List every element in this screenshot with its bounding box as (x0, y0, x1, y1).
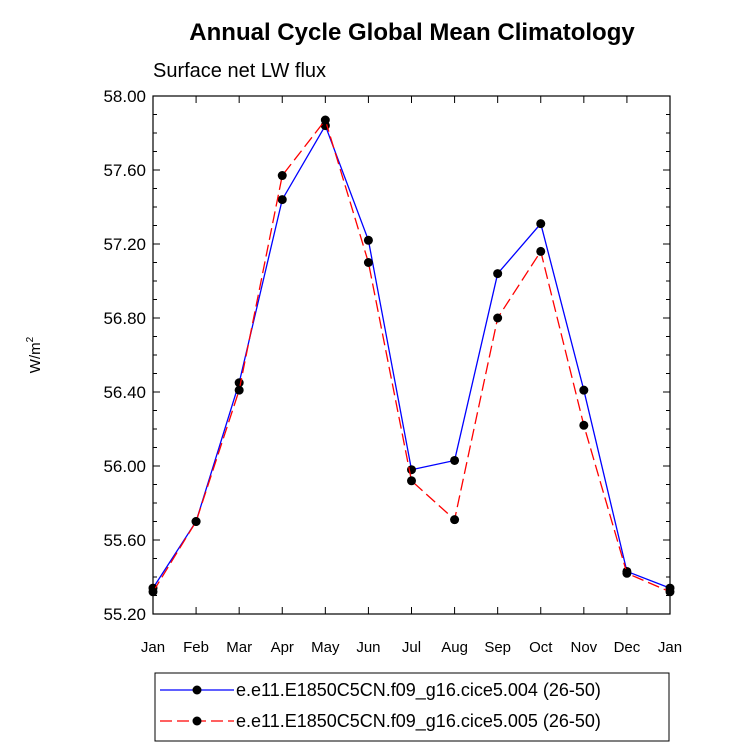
x-tick-label: Aug (441, 639, 468, 656)
series-1-point (536, 219, 546, 229)
y-tick-label: 56.00 (103, 457, 146, 476)
x-tick-label: May (311, 639, 340, 656)
legend-label-series-1: e.e11.E1850C5CN.f09_g16.cice5.004 (26-50… (236, 680, 601, 701)
series-line-1 (152, 124, 671, 589)
series-2-point (407, 476, 416, 486)
series-2-point (450, 515, 460, 525)
series-1-point (363, 235, 373, 245)
x-tick-label: Nov (570, 639, 597, 656)
series-2-point (191, 517, 201, 526)
y-tick-label: 57.60 (103, 161, 146, 180)
series-2-point (579, 420, 589, 430)
series-2-point (536, 246, 546, 256)
series-1-point (493, 269, 503, 279)
chart-subtitle: Surface net LW flux (153, 60, 326, 82)
y-tick-label: 56.80 (103, 309, 146, 328)
series-2-point (234, 385, 244, 395)
x-tick-label: Dec (614, 639, 641, 656)
y-axis-label-text: W/m (27, 342, 44, 373)
legend-label-series-2: e.e11.E1850C5CN.f09_g16.cice5.005 (26-50… (236, 711, 601, 732)
x-tick-label: Oct (529, 639, 553, 656)
x-tick-label: Jun (356, 639, 380, 656)
series-layer (148, 115, 675, 597)
x-tick-label: Jan (658, 639, 682, 656)
y-tick-label: 55.20 (103, 605, 146, 624)
series-1-point (407, 465, 416, 475)
x-tick-labels: Jan Feb Mar Apr May Jun Jul Aug Sep Oct Nov Dec Jan (141, 639, 682, 656)
chart-title: Annual Cycle Global Mean Climatology (189, 19, 635, 46)
plot-frame (152, 95, 671, 615)
axis-ticks (152, 95, 671, 615)
y-tick-label: 56.40 (103, 383, 146, 402)
series-1-point (277, 195, 287, 205)
y-tick-label: 57.20 (103, 235, 146, 254)
y-axis-label-superscript: 2 (25, 336, 36, 342)
x-tick-label: Sep (484, 639, 511, 656)
x-tick-label: Jan (141, 639, 165, 656)
svg-text:W/m2: W/m2 (25, 336, 44, 373)
series-2-point (493, 313, 503, 323)
series-2-point (363, 258, 373, 267)
series-line-2 (152, 118, 671, 593)
series-2-point (320, 115, 330, 125)
x-tick-label: Jul (402, 639, 421, 656)
x-tick-label: Mar (226, 639, 252, 656)
y-tick-label: 58.00 (103, 87, 146, 106)
legend-marker-series-1 (192, 685, 202, 695)
y-axis-label: W/m2 (25, 336, 44, 373)
series-1-point (450, 455, 460, 465)
x-tick-label: Apr (271, 639, 294, 656)
legend: e.e11.E1850C5CN.f09_g16.cice5.004 (26-50… (154, 672, 670, 742)
legend-marker-series-2 (192, 716, 202, 726)
legend-box (154, 672, 670, 742)
x-tick-label: Feb (183, 639, 209, 656)
series-1-point (579, 385, 589, 395)
series-2-point (622, 568, 632, 578)
series-2-point (277, 171, 287, 181)
y-tick-labels: 55.20 55.60 56.00 56.40 56.80 57.20 57.60 58.00 (103, 87, 146, 624)
y-tick-label: 55.60 (103, 531, 146, 550)
